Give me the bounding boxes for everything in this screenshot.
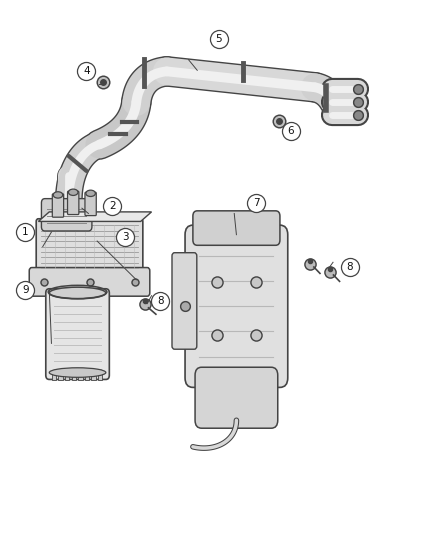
FancyBboxPatch shape: [29, 268, 150, 296]
Bar: [58, 372, 63, 381]
Text: 7: 7: [253, 198, 259, 208]
Bar: [72, 372, 76, 381]
Text: 1: 1: [22, 227, 28, 237]
FancyBboxPatch shape: [52, 194, 64, 217]
Bar: [78, 372, 83, 381]
FancyBboxPatch shape: [36, 219, 143, 274]
Text: 9: 9: [22, 285, 28, 295]
FancyBboxPatch shape: [67, 191, 79, 215]
Ellipse shape: [49, 287, 106, 299]
Text: 5: 5: [215, 34, 223, 44]
Ellipse shape: [68, 189, 78, 196]
FancyBboxPatch shape: [42, 199, 92, 231]
Ellipse shape: [86, 190, 95, 197]
Text: 8: 8: [346, 262, 353, 271]
FancyBboxPatch shape: [193, 211, 280, 245]
Text: 6: 6: [287, 126, 294, 136]
Text: 3: 3: [122, 232, 129, 243]
Polygon shape: [39, 212, 152, 221]
FancyBboxPatch shape: [195, 367, 278, 428]
FancyBboxPatch shape: [185, 225, 288, 387]
Text: 4: 4: [83, 67, 89, 76]
Ellipse shape: [53, 192, 63, 198]
Text: 2: 2: [109, 200, 116, 211]
Ellipse shape: [49, 368, 106, 377]
FancyBboxPatch shape: [85, 192, 96, 216]
FancyBboxPatch shape: [172, 253, 197, 349]
FancyBboxPatch shape: [46, 289, 110, 379]
Bar: [98, 372, 102, 381]
Text: 8: 8: [157, 296, 163, 306]
Bar: [65, 372, 69, 381]
Bar: [52, 372, 56, 381]
Bar: [85, 372, 89, 381]
Bar: [92, 372, 96, 381]
